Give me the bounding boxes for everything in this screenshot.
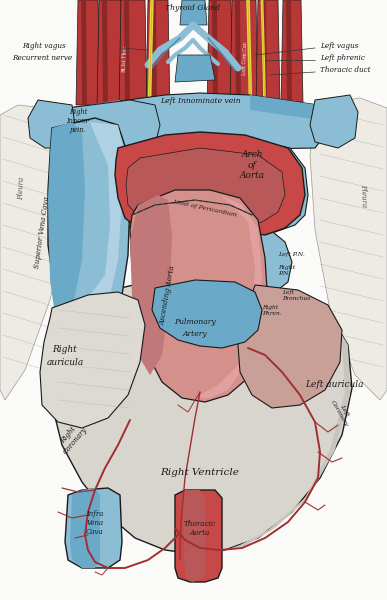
Polygon shape [235, 0, 241, 108]
Text: Right
Coronary: Right Coronary [55, 420, 89, 456]
Text: Left Com.Car.: Left Com.Car. [242, 41, 248, 75]
Text: Thoracic
Aorta: Thoracic Aorta [184, 520, 216, 537]
Polygon shape [175, 490, 222, 582]
Text: Thyroid Gland: Thyroid Gland [165, 4, 221, 12]
Polygon shape [68, 100, 120, 120]
Polygon shape [238, 285, 342, 408]
Text: Left auricula: Left auricula [305, 380, 363, 389]
Polygon shape [115, 132, 305, 235]
Polygon shape [78, 122, 125, 318]
Text: Left
Bronchus: Left Bronchus [282, 290, 310, 301]
Polygon shape [102, 0, 108, 108]
Text: Left Innominate vein: Left Innominate vein [160, 97, 240, 105]
Polygon shape [112, 135, 308, 232]
Polygon shape [0, 105, 72, 400]
Polygon shape [28, 100, 75, 148]
Text: Left P.N.: Left P.N. [278, 252, 305, 257]
Text: Recurrent nerve: Recurrent nerve [12, 54, 72, 62]
Polygon shape [52, 280, 352, 554]
Text: Thoracic duct: Thoracic duct [320, 66, 370, 74]
Polygon shape [212, 0, 218, 110]
Text: Left
Coronary: Left Coronary [330, 397, 354, 427]
Polygon shape [70, 488, 100, 568]
Polygon shape [152, 280, 262, 348]
Polygon shape [310, 98, 387, 400]
Text: Ascending Aorta: Ascending Aorta [159, 265, 177, 326]
Polygon shape [286, 0, 292, 102]
Polygon shape [48, 122, 85, 315]
Polygon shape [130, 195, 172, 375]
Text: Right
Phren.: Right Phren. [262, 305, 282, 316]
Polygon shape [135, 218, 292, 298]
Text: Right
P.N.: Right P.N. [278, 265, 295, 276]
Polygon shape [97, 0, 123, 108]
Text: Superior Vena Cava: Superior Vena Cava [33, 195, 51, 269]
Text: Infra
Vena
Cava: Infra Vena Cava [86, 510, 104, 536]
Text: Right
Innom-
pein.: Right Innom- pein. [66, 108, 90, 134]
Polygon shape [76, 0, 100, 105]
Polygon shape [81, 0, 87, 105]
Text: Right: Right [53, 345, 77, 354]
Polygon shape [124, 0, 130, 110]
Text: Right Ventricle: Right Ventricle [161, 468, 240, 477]
Polygon shape [310, 95, 358, 148]
Text: Arch
of
Aorta: Arch of Aorta [240, 150, 265, 180]
Text: Pulmonary: Pulmonary [174, 318, 216, 326]
Polygon shape [126, 148, 285, 225]
Polygon shape [146, 0, 170, 112]
Polygon shape [65, 488, 122, 568]
Polygon shape [200, 195, 262, 398]
Polygon shape [230, 0, 258, 108]
Polygon shape [250, 95, 320, 120]
Polygon shape [180, 0, 207, 25]
Text: Artery: Artery [183, 330, 207, 338]
Text: Right vagus: Right vagus [22, 42, 66, 50]
Text: Pleura: Pleura [17, 176, 26, 200]
Text: Left vagus: Left vagus [320, 42, 358, 50]
Polygon shape [119, 0, 147, 110]
Text: Left phrenic: Left phrenic [320, 54, 365, 62]
Text: Pleura: Pleura [360, 184, 368, 206]
Polygon shape [151, 0, 157, 112]
Text: Rt.Ist.Thor.: Rt.Ist.Thor. [122, 44, 128, 72]
Polygon shape [40, 292, 145, 428]
Polygon shape [281, 0, 303, 102]
Polygon shape [175, 55, 215, 82]
Polygon shape [207, 0, 233, 110]
Polygon shape [52, 100, 160, 155]
Polygon shape [48, 118, 130, 322]
Text: Limit of Pericardium: Limit of Pericardium [172, 199, 237, 218]
Text: auricula: auricula [46, 358, 84, 367]
Polygon shape [52, 93, 328, 158]
Polygon shape [261, 0, 267, 105]
Polygon shape [225, 283, 350, 550]
Polygon shape [182, 490, 205, 582]
Polygon shape [130, 190, 268, 402]
Polygon shape [256, 0, 280, 105]
